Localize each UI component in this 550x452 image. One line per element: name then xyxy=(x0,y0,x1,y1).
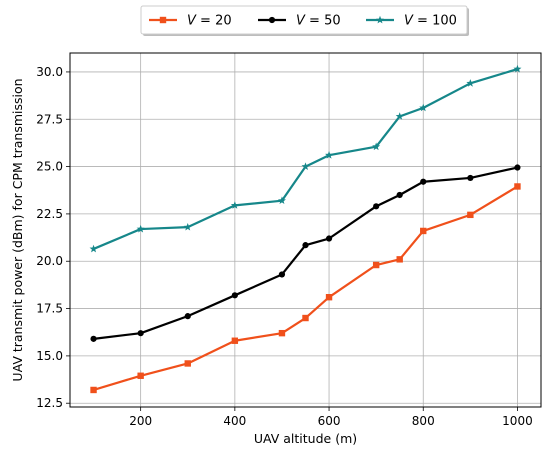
data-point xyxy=(136,224,145,233)
y-axis-ticks: 12.5 15.0 17.5 20.0 22.5 25.0 27.5 30.0 xyxy=(36,65,70,410)
data-point xyxy=(183,222,192,231)
data-point xyxy=(513,64,522,73)
data-point xyxy=(396,256,403,263)
data-point xyxy=(372,261,380,269)
data-point xyxy=(184,360,191,367)
data-point xyxy=(325,235,333,242)
data-point xyxy=(325,151,334,159)
data-point xyxy=(184,313,191,320)
data-point xyxy=(420,178,427,185)
data-point xyxy=(137,372,144,379)
data-point xyxy=(89,244,98,253)
series-line xyxy=(93,166,518,340)
data-point xyxy=(231,337,239,344)
data-point xyxy=(268,16,276,24)
data-point xyxy=(301,162,310,170)
series-1 xyxy=(90,164,521,342)
y-axis-label: UAV transmit power (dBm) for CPM transmi… xyxy=(10,78,25,381)
x-axis-label: UAV altitude (m) xyxy=(254,431,357,446)
legend-label: V = 100 xyxy=(404,14,457,29)
x-tick-label: 1000 xyxy=(502,414,533,428)
legend: V = 20 V = 50 V = 100 xyxy=(140,5,469,36)
data-point xyxy=(420,227,427,235)
y-tick-label: 15.0 xyxy=(36,349,63,363)
data-point xyxy=(514,164,521,171)
x-tick-label: 600 xyxy=(318,414,341,428)
y-tick-label: 20.0 xyxy=(36,254,63,268)
series-line xyxy=(93,68,518,250)
legend-entry: V = 100 xyxy=(366,14,457,29)
data-point xyxy=(372,142,381,151)
y-tick-label: 17.5 xyxy=(36,302,63,316)
plot-area-frame xyxy=(69,52,542,408)
x-tick-label: 200 xyxy=(129,414,152,428)
data-point xyxy=(325,294,333,301)
grid xyxy=(70,53,541,407)
data-point xyxy=(277,196,286,205)
data-point xyxy=(419,103,428,112)
data-point xyxy=(137,330,144,337)
data-point xyxy=(396,191,403,199)
x-axis-ticks: 200 400 600 800 1000 xyxy=(129,407,533,428)
y-tick-label: 27.5 xyxy=(36,112,63,126)
x-tick-label: 800 xyxy=(412,414,435,428)
data-point xyxy=(278,329,286,337)
data-point xyxy=(373,203,380,210)
legend-box xyxy=(140,5,468,35)
data-point xyxy=(467,174,474,182)
data-point xyxy=(467,211,474,219)
data-point xyxy=(302,242,309,249)
data-point xyxy=(90,386,97,394)
legend-entry: V = 50 xyxy=(258,14,341,29)
series-layer xyxy=(89,64,522,394)
legend-entry: V = 20 xyxy=(149,14,232,29)
data-point xyxy=(302,314,309,322)
data-point xyxy=(395,112,404,120)
series-2 xyxy=(89,64,522,253)
y-tick-label: 22.5 xyxy=(36,207,63,221)
data-point xyxy=(230,201,239,209)
series-line xyxy=(93,185,519,392)
data-point xyxy=(278,271,286,278)
y-tick-label: 30.0 xyxy=(36,65,63,79)
data-point xyxy=(90,335,97,342)
y-tick-label: 25.0 xyxy=(36,160,63,174)
data-point xyxy=(466,79,475,87)
y-tick-label: 12.5 xyxy=(36,396,63,410)
legend-label: V = 50 xyxy=(296,14,341,29)
legend-label: V = 20 xyxy=(187,14,232,29)
series-0 xyxy=(90,183,521,394)
data-point xyxy=(231,292,238,299)
x-tick-label: 400 xyxy=(223,414,246,428)
data-point xyxy=(514,183,521,190)
data-point xyxy=(376,15,384,24)
data-point xyxy=(159,16,167,24)
